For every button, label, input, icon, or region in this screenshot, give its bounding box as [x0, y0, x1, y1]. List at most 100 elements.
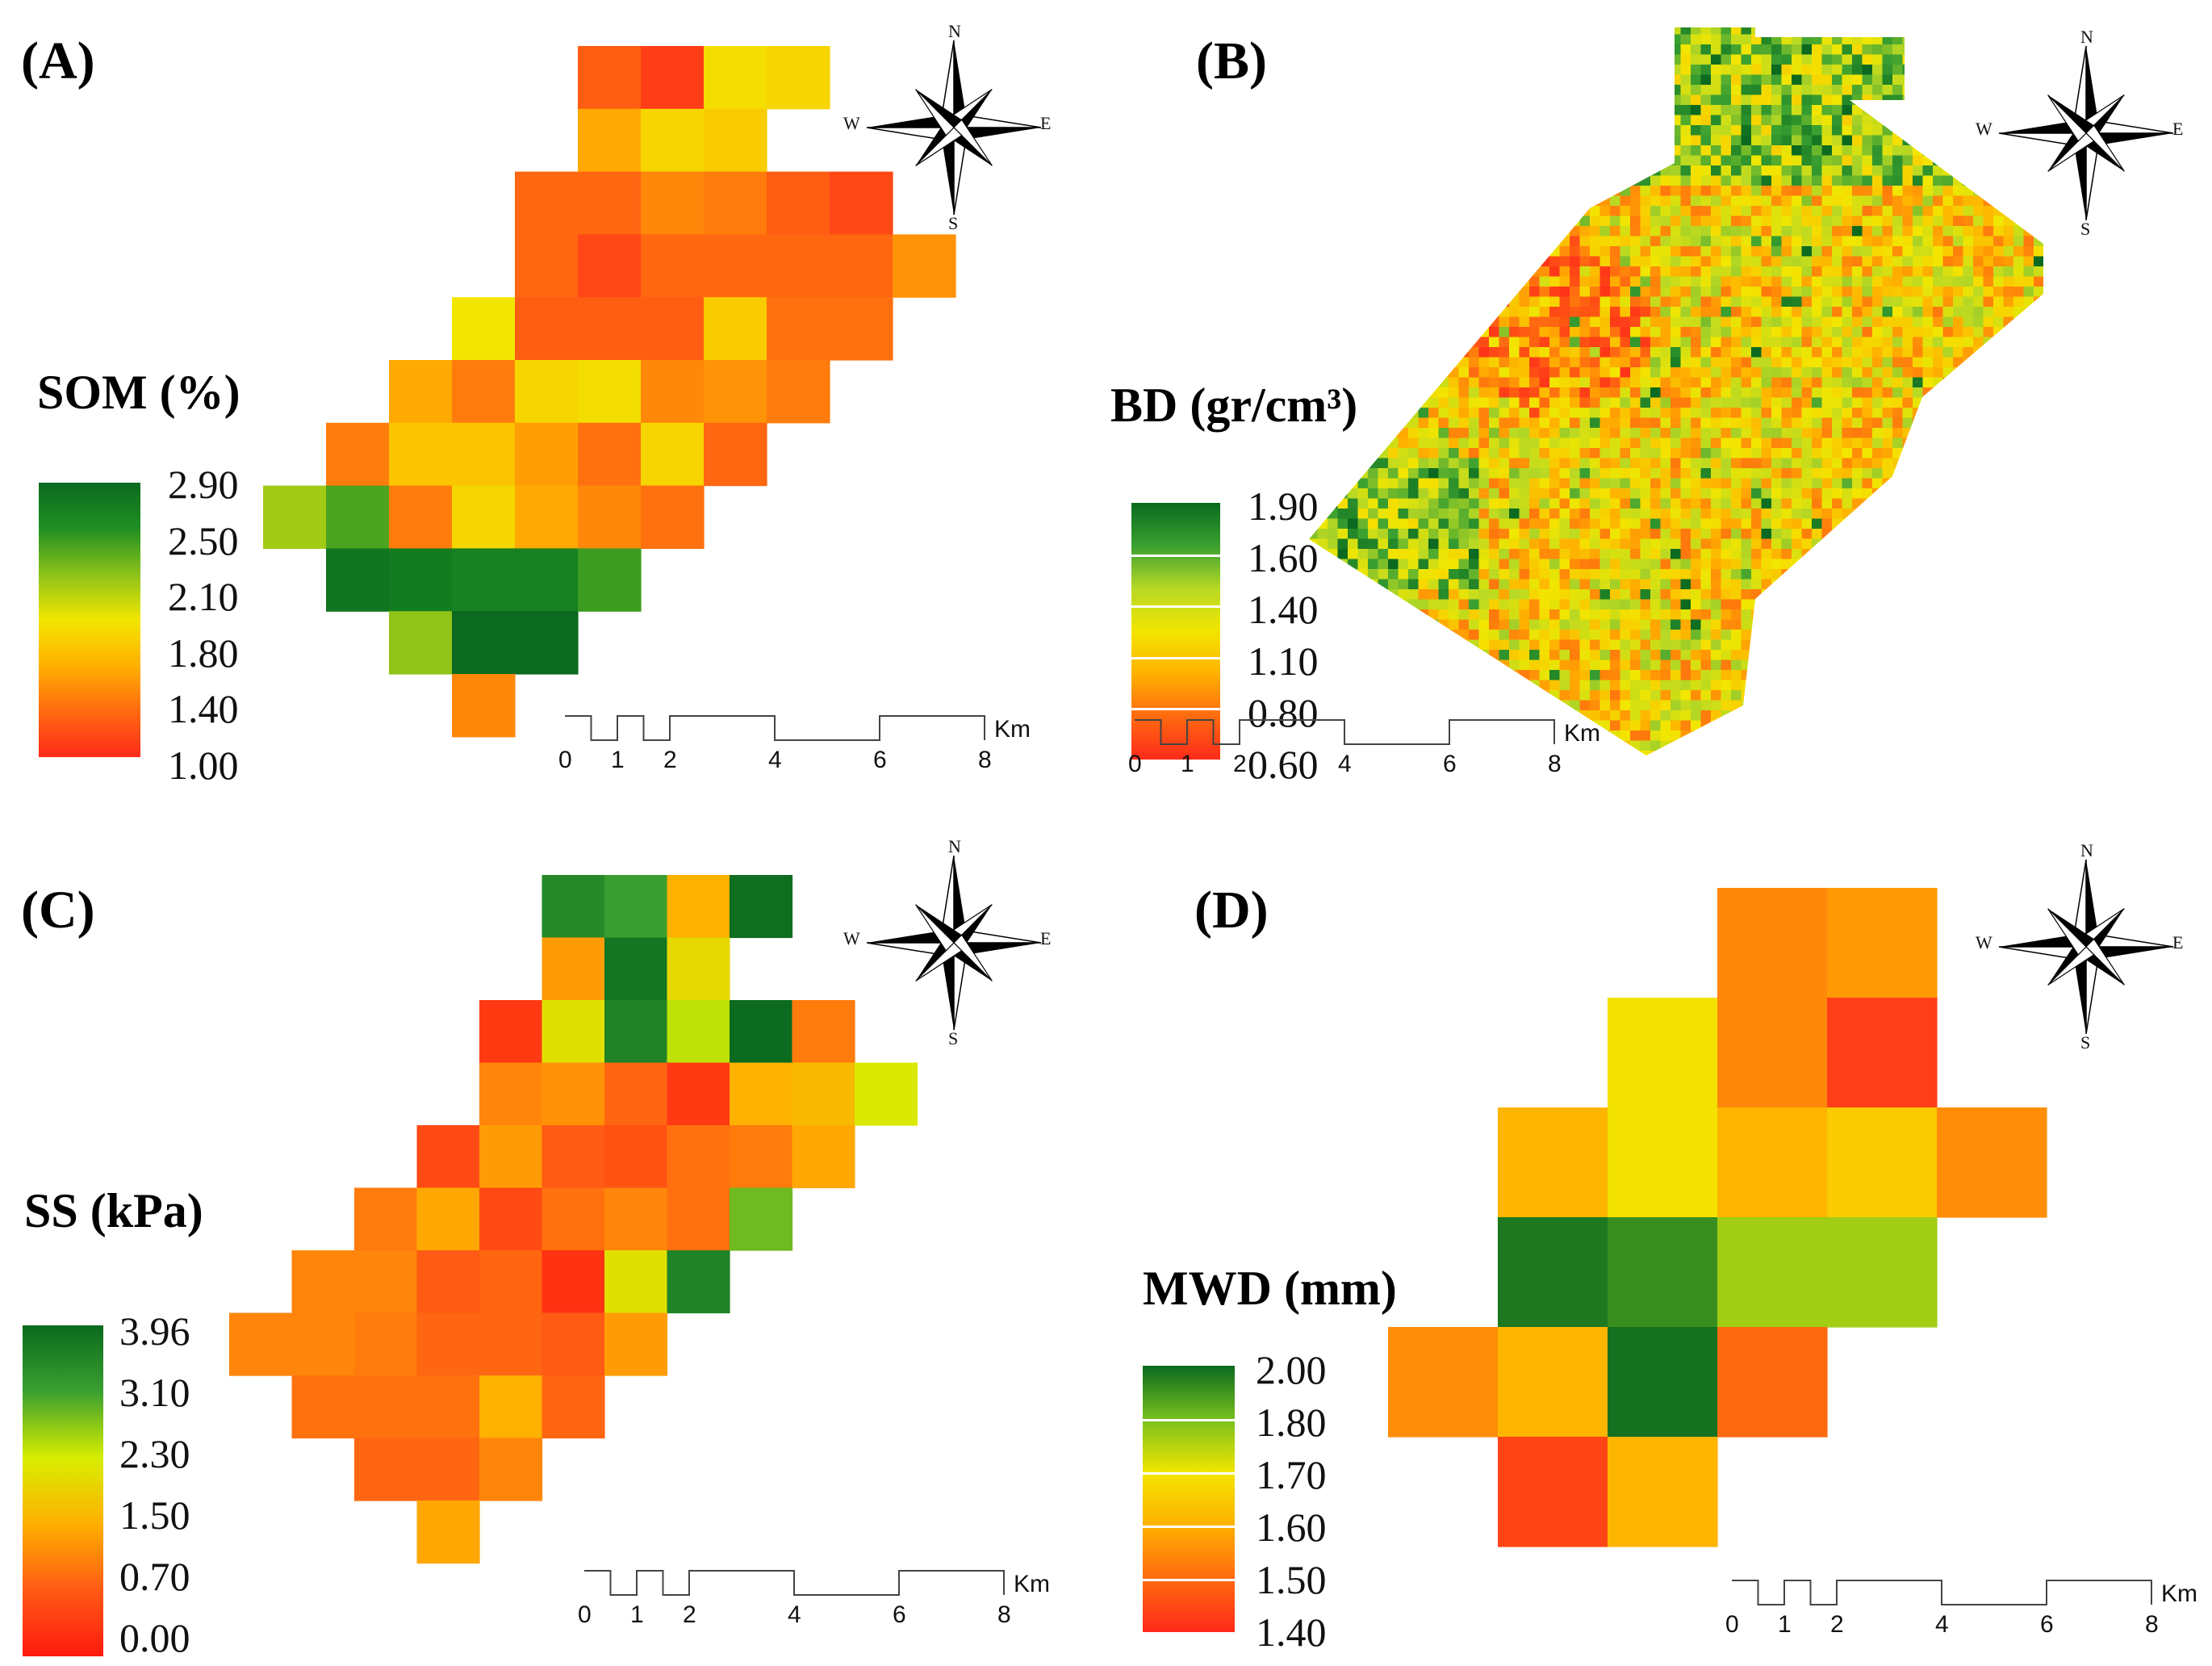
raster-pixel	[1832, 125, 1842, 136]
raster-pixel	[1801, 135, 1813, 146]
raster-pixel	[1428, 186, 1439, 196]
grid-cell	[452, 422, 516, 487]
raster-pixel	[1559, 296, 1570, 308]
raster-pixel	[1509, 690, 1520, 701]
raster-pixel	[1801, 538, 1813, 550]
raster-pixel	[1741, 226, 1752, 237]
raster-pixel	[2003, 347, 2014, 358]
raster-pixel	[1892, 428, 1903, 438]
raster-pixel	[1599, 155, 1611, 166]
raster-pixel	[1579, 670, 1591, 680]
raster-pixel	[1832, 518, 1842, 530]
raster-pixel	[1378, 498, 1389, 509]
raster-pixel	[1792, 307, 1802, 317]
raster-pixel	[1781, 296, 1792, 308]
raster-pixel	[1902, 125, 1913, 136]
raster-pixel	[1610, 165, 1620, 176]
raster-pixel	[1680, 307, 1691, 317]
raster-pixel	[1711, 609, 1721, 620]
raster-pixel	[1892, 377, 1903, 388]
raster-pixel	[1872, 569, 1883, 580]
raster-pixel	[1792, 85, 1802, 95]
raster-pixel	[1731, 680, 1742, 691]
raster-pixel	[1913, 518, 1923, 530]
raster-pixel	[1953, 659, 1963, 671]
raster-pixel	[1700, 377, 1712, 388]
raster-pixel	[1610, 509, 1620, 519]
raster-pixel	[1317, 488, 1328, 499]
raster-pixel	[1731, 145, 1742, 156]
raster-pixel	[1590, 619, 1600, 630]
raster-pixel	[1539, 468, 1550, 479]
raster-pixel	[1741, 307, 1752, 317]
raster-pixel	[1761, 276, 1772, 287]
raster-pixel	[1489, 256, 1499, 267]
raster-pixel	[1650, 468, 1661, 479]
raster-pixel	[1449, 105, 1459, 115]
raster-pixel	[1852, 599, 1863, 610]
raster-pixel	[1691, 236, 1701, 247]
raster-pixel	[1509, 105, 1520, 115]
raster-pixel	[1458, 186, 1470, 196]
raster-pixel	[1942, 357, 1954, 368]
raster-pixel	[1751, 458, 1762, 469]
raster-pixel	[1559, 206, 1570, 216]
raster-pixel	[1872, 27, 1883, 35]
raster-pixel	[1328, 44, 1338, 55]
raster-pixel	[1801, 226, 1813, 237]
raster-pixel	[1408, 509, 1419, 519]
raster-pixel	[1559, 670, 1570, 680]
raster-pixel	[1418, 498, 1429, 509]
raster-pixel	[1751, 357, 1762, 368]
raster-pixel	[1842, 94, 1853, 106]
raster-pixel	[1549, 276, 1560, 287]
raster-pixel	[1963, 397, 1974, 408]
raster-pixel	[1499, 186, 1510, 196]
raster-pixel	[1983, 417, 1994, 429]
raster-pixel	[1751, 569, 1762, 580]
raster-pixel	[1781, 437, 1792, 449]
raster-pixel	[1590, 468, 1600, 479]
raster-pixel	[1922, 105, 1934, 115]
raster-pixel	[1428, 690, 1439, 701]
raster-pixel	[1630, 186, 1641, 196]
raster-pixel	[1590, 327, 1600, 337]
raster-pixel	[1741, 266, 1752, 277]
raster-pixel	[2034, 27, 2043, 35]
raster-pixel	[1630, 377, 1641, 388]
raster-pixel	[1942, 34, 1954, 45]
raster-pixel	[1357, 125, 1369, 136]
raster-pixel	[1428, 44, 1439, 55]
raster-pixel	[1812, 428, 1822, 438]
raster-pixel	[1691, 145, 1701, 156]
raster-pixel	[1499, 670, 1510, 680]
raster-pixel	[1913, 417, 1923, 429]
raster-pixel	[1741, 609, 1752, 620]
raster-pixel	[1357, 397, 1369, 408]
raster-pixel	[1570, 367, 1580, 378]
som-map	[263, 46, 956, 738]
raster-pixel	[1640, 155, 1651, 166]
raster-pixel	[1670, 367, 1681, 378]
raster-pixel	[1741, 186, 1752, 196]
raster-pixel	[1993, 589, 2004, 600]
raster-pixel	[1862, 670, 1873, 680]
raster-pixel	[1660, 589, 1671, 600]
raster-pixel	[1721, 85, 1732, 95]
raster-pixel	[2034, 458, 2043, 469]
raster-pixel	[1953, 276, 1963, 287]
raster-pixel	[1963, 559, 1974, 570]
raster-pixel	[1812, 498, 1822, 509]
raster-pixel	[2013, 549, 2024, 559]
raster-pixel	[1590, 437, 1600, 449]
raster-pixel	[2003, 509, 2014, 519]
raster-pixel	[1973, 186, 1984, 196]
raster-pixel	[2023, 639, 2034, 651]
raster-pixel	[1761, 347, 1772, 358]
raster-pixel	[1599, 125, 1611, 136]
raster-pixel	[1509, 357, 1520, 368]
raster-pixel	[1348, 307, 1358, 317]
raster-pixel	[1781, 397, 1792, 408]
raster-pixel	[1378, 569, 1389, 580]
raster-pixel	[1559, 387, 1570, 398]
